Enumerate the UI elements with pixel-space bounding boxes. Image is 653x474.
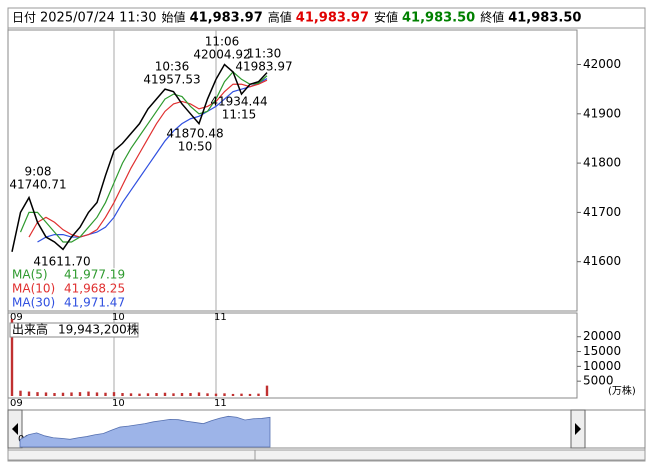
y-tick-label: 41800 <box>583 156 621 170</box>
header-field-value: 41,983.97 <box>296 11 369 26</box>
y-tick-label: 41600 <box>583 254 621 268</box>
volume-bar <box>172 393 175 396</box>
annotation: 10:50 <box>178 140 213 154</box>
annotation: 41611.70 <box>33 255 90 269</box>
annotation: 11:30 <box>247 47 282 61</box>
volume-total: 19,943,200株 <box>58 322 139 337</box>
y-tick-label: 15000 <box>583 344 621 358</box>
legend-value: 41,968.25 <box>64 282 125 296</box>
volume-bar <box>27 391 31 396</box>
volume-bar <box>257 393 260 396</box>
arrow-right <box>575 423 581 435</box>
x-tick-label: 09 <box>10 398 23 409</box>
header-field-value: 41,983.50 <box>508 11 581 26</box>
y-tick-label: 20000 <box>583 329 621 343</box>
y-tick-label: 41700 <box>583 205 621 219</box>
header-field-value: 41,983.97 <box>190 11 263 26</box>
legend-box <box>10 268 128 310</box>
annotation: 41983.97 <box>235 60 292 74</box>
volume-bar <box>53 393 56 396</box>
y-tick-label: 10000 <box>583 359 621 373</box>
header-field-value: 41,983.50 <box>402 11 475 26</box>
annotation: 10:36 <box>155 60 190 74</box>
volume-bar <box>112 392 116 396</box>
legend-value: 41,971.47 <box>64 296 125 310</box>
volume-unit: (万株) <box>608 384 636 397</box>
legend-name: MA(30) <box>12 296 55 310</box>
legend-name: MA(5) <box>12 268 48 282</box>
volume-bar <box>129 393 133 396</box>
volume-label-box <box>9 322 139 338</box>
arrow-left <box>12 423 18 435</box>
volume-bar <box>223 393 226 396</box>
volume-bar <box>180 393 184 396</box>
ma-line <box>37 78 268 243</box>
volume-bar <box>19 390 22 396</box>
volume-bar <box>61 392 65 396</box>
volume-title: 出来高 <box>12 322 48 337</box>
ma-line <box>28 79 268 238</box>
legend-value: 41,977.19 <box>64 268 125 282</box>
annotation: 11:06 <box>205 35 240 49</box>
annotation: 41957.53 <box>143 73 200 87</box>
header-field-value: 2025/07/24 11:30 <box>40 11 157 26</box>
volume-bar <box>44 392 48 396</box>
price-line <box>11 63 268 253</box>
annotation: 41934.44 <box>210 95 267 109</box>
legend-name: MA(10) <box>12 282 55 296</box>
header-field-name: 安値 <box>374 10 398 25</box>
volume-bar <box>197 392 201 396</box>
price-panel <box>7 29 578 312</box>
x-tick-label: 11 <box>214 398 227 409</box>
y-tick-label: 5000 <box>583 374 614 388</box>
volume-bar <box>36 392 39 396</box>
y-tick-label: 42000 <box>583 57 621 71</box>
x-tick-label: 11 <box>214 312 227 323</box>
ma-line <box>19 71 268 243</box>
volume-bar <box>231 393 235 396</box>
x-tick-label: 10 <box>112 312 125 323</box>
scrollbar[interactable] <box>7 449 646 461</box>
header-field-name: 高値 <box>268 10 292 25</box>
volume-bar <box>155 393 158 396</box>
volume-bar <box>146 393 150 396</box>
volume-bar <box>189 393 192 396</box>
volume-bar <box>95 392 99 396</box>
volume-bar <box>265 385 269 396</box>
volume-bar <box>104 392 107 396</box>
volume-bar <box>138 393 141 396</box>
volume-bar <box>240 393 243 396</box>
header-field-name: 終値 <box>480 10 504 25</box>
annotation: 41740.71 <box>9 178 66 192</box>
y-tick-label: 41900 <box>583 106 621 120</box>
annotation: 42004.92 <box>193 48 250 62</box>
header-box <box>7 7 646 29</box>
volume-bar <box>248 393 252 396</box>
volume-bar <box>121 393 124 396</box>
volume-bar <box>10 318 14 396</box>
x-tick-label: 10 <box>112 398 125 409</box>
volume-bar <box>78 392 82 396</box>
navigator-area <box>19 415 271 448</box>
volume-bar <box>163 392 167 396</box>
annotation: 41870.48 <box>166 127 223 141</box>
x-tick-label: 09 <box>10 312 23 323</box>
volume-bar <box>70 392 73 396</box>
header-field-name: 始値 <box>162 10 186 25</box>
annotation: 11:15 <box>222 108 257 122</box>
volume-bar <box>206 393 209 396</box>
annotation: 9:08 <box>25 165 52 179</box>
volume-bar <box>87 391 90 396</box>
volume-bar <box>214 393 218 396</box>
header-field-name: 日付 <box>12 11 36 25</box>
